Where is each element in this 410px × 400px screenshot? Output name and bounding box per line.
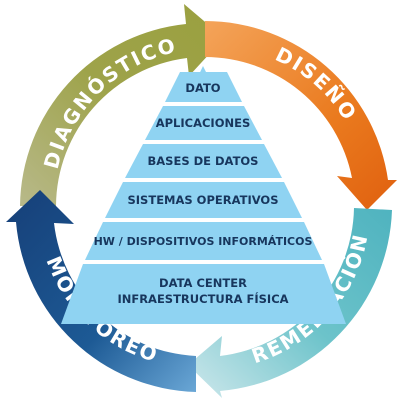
pyramid-tier-bases-de-datos <box>125 144 282 178</box>
label-diseno: DISEÑO <box>272 42 362 125</box>
pyramid-tier-dato-body <box>165 72 242 102</box>
arrow-monitoreo <box>6 190 196 392</box>
tier-label-infraestructura: INFRAESTRUCTURA FÍSICA <box>117 291 288 306</box>
tier-label-bases-de-datos: BASES DE DATOS <box>148 154 259 168</box>
tier-label-data-center: DATA CENTER <box>159 276 247 290</box>
pyramid-tier-sistemas-operativos <box>105 182 302 218</box>
arrow-diseno <box>205 21 397 210</box>
arrow-diagnostico <box>20 4 224 206</box>
pyramid-tier-hw <box>85 222 322 260</box>
pyramid-tier-aplicaciones <box>145 106 262 140</box>
pyramid: DATO APLICACIONES BASES DE DATOS SISTEMA… <box>61 66 346 324</box>
tier-label-hw: HW / DISPOSITIVOS INFORMÁTICOS <box>94 235 313 248</box>
tier-label-dato: DATO <box>185 81 220 95</box>
tier-label-aplicaciones: APLICACIONES <box>156 116 251 130</box>
pyramid-tier-data-center <box>61 264 346 324</box>
arrow-remediacion <box>188 208 392 398</box>
tier-label-sistemas-operativos: SISTEMAS OPERATIVOS <box>128 193 279 207</box>
